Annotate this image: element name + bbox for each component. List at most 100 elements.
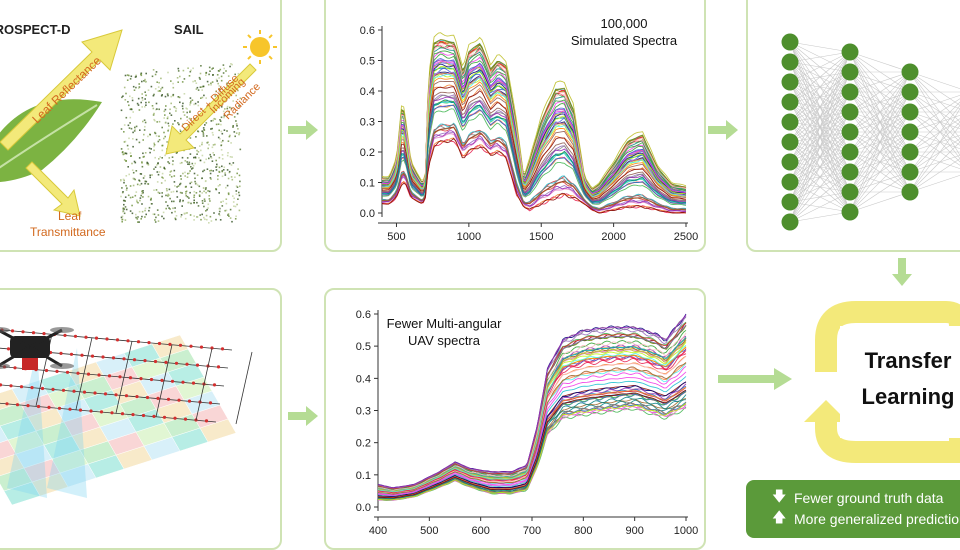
canopy-dot: [170, 114, 173, 116]
canopy-dot: [205, 72, 207, 74]
canopy-dot: [225, 209, 228, 212]
canopy-dot: [134, 126, 136, 129]
nn-node: [901, 143, 919, 161]
canopy-dot: [204, 124, 206, 126]
canopy-dot: [203, 198, 206, 200]
canopy-dot: [171, 163, 174, 166]
canopy-dot: [226, 184, 229, 187]
canopy-dot: [216, 74, 219, 76]
canopy-dot: [183, 93, 186, 95]
x-tick-label: 500: [420, 525, 438, 537]
learning-label: Learning: [862, 384, 955, 409]
canopy-dot: [217, 70, 220, 72]
canopy-dot: [193, 190, 196, 193]
canopy-dot: [201, 177, 203, 179]
canopy-dot: [161, 192, 163, 194]
sensor-view-cone: [7, 348, 47, 498]
canopy-dot: [164, 135, 166, 138]
nn-edge: [789, 151, 851, 223]
canopy-dot: [135, 138, 138, 141]
nn-node: [781, 73, 799, 91]
canopy-dot: [138, 179, 140, 182]
canopy-dot: [178, 123, 180, 126]
loop-arrowhead: [804, 400, 848, 422]
canopy-dot: [132, 145, 134, 148]
waypoint: [220, 347, 225, 351]
canopy-dot: [198, 195, 201, 197]
canopy-dot: [211, 68, 213, 70]
canopy-dot: [159, 90, 161, 92]
y-tick-label: 0.4: [356, 373, 371, 385]
canopy-dot: [195, 82, 198, 84]
canopy-dot: [167, 94, 169, 97]
canopy-dot: [203, 94, 205, 97]
canopy-dot: [140, 101, 142, 104]
canopy-dot: [182, 102, 184, 105]
canopy-dot: [153, 93, 155, 96]
canopy-dot: [143, 155, 145, 158]
canopy-dot: [228, 110, 230, 113]
canopy-dot: [200, 97, 202, 99]
canopy-dot: [232, 162, 235, 164]
canopy-dot: [185, 212, 187, 214]
canopy-dot: [188, 172, 191, 174]
canopy-dot: [229, 208, 232, 211]
canopy-dot: [203, 161, 206, 164]
canopy-dot: [153, 118, 155, 121]
canopy-dot: [128, 137, 130, 140]
canopy-dot: [143, 119, 146, 121]
canopy-dot: [211, 160, 214, 162]
canopy-dot: [120, 148, 123, 150]
canopy-dot: [151, 75, 154, 78]
canopy-dot: [203, 169, 206, 172]
canopy-dot: [225, 198, 228, 200]
canopy-dot: [179, 175, 182, 177]
nn-node: [841, 183, 859, 201]
canopy-dot: [170, 102, 172, 105]
canopy-dot: [179, 199, 181, 201]
nn-edge: [909, 98, 960, 133]
waypoint: [72, 389, 76, 393]
canopy-dot: [220, 79, 223, 82]
canopy-dot: [137, 97, 140, 100]
waypoint: [153, 359, 158, 364]
canopy-dot: [189, 104, 191, 106]
uav-acquisition-panel: [0, 288, 282, 550]
canopy-dot: [184, 160, 187, 162]
waypoint: [26, 404, 30, 408]
canopy-dot: [214, 118, 217, 120]
spectrum-line: [381, 39, 687, 190]
canopy-dot: [234, 73, 236, 76]
canopy-dot: [182, 69, 185, 72]
canopy-dot: [197, 89, 200, 91]
canopy-dot: [189, 97, 192, 99]
y-tick-label: 0.3: [356, 406, 371, 418]
canopy-dot: [121, 220, 123, 223]
canopy-dot: [170, 95, 172, 98]
canopy-dot: [154, 88, 157, 90]
canopy-dot: [193, 156, 195, 159]
canopy-dot: [202, 187, 205, 189]
spectrum-line: [377, 371, 687, 496]
spectrum-line: [377, 322, 687, 490]
canopy-dot: [237, 128, 239, 130]
canopy-dot: [183, 114, 186, 116]
canopy-dot: [217, 178, 219, 181]
waypoint: [57, 406, 62, 410]
nn-edge: [909, 158, 960, 193]
canopy-dot: [120, 195, 122, 198]
canopy-dot: [214, 95, 216, 97]
canopy-dot: [219, 120, 222, 122]
canopy-dot: [196, 184, 199, 186]
chart-title: Fewer Multi-angular: [387, 316, 503, 331]
nn-node: [901, 163, 919, 181]
field-tile: [0, 425, 9, 443]
waypoint: [97, 373, 101, 377]
canopy-dot: [145, 94, 147, 97]
canopy-dot: [189, 170, 191, 172]
canopy-dot: [189, 214, 192, 216]
canopy-dot: [174, 207, 176, 209]
canopy-dot: [234, 135, 236, 138]
canopy-dot: [131, 99, 134, 102]
canopy-dot: [222, 169, 225, 171]
